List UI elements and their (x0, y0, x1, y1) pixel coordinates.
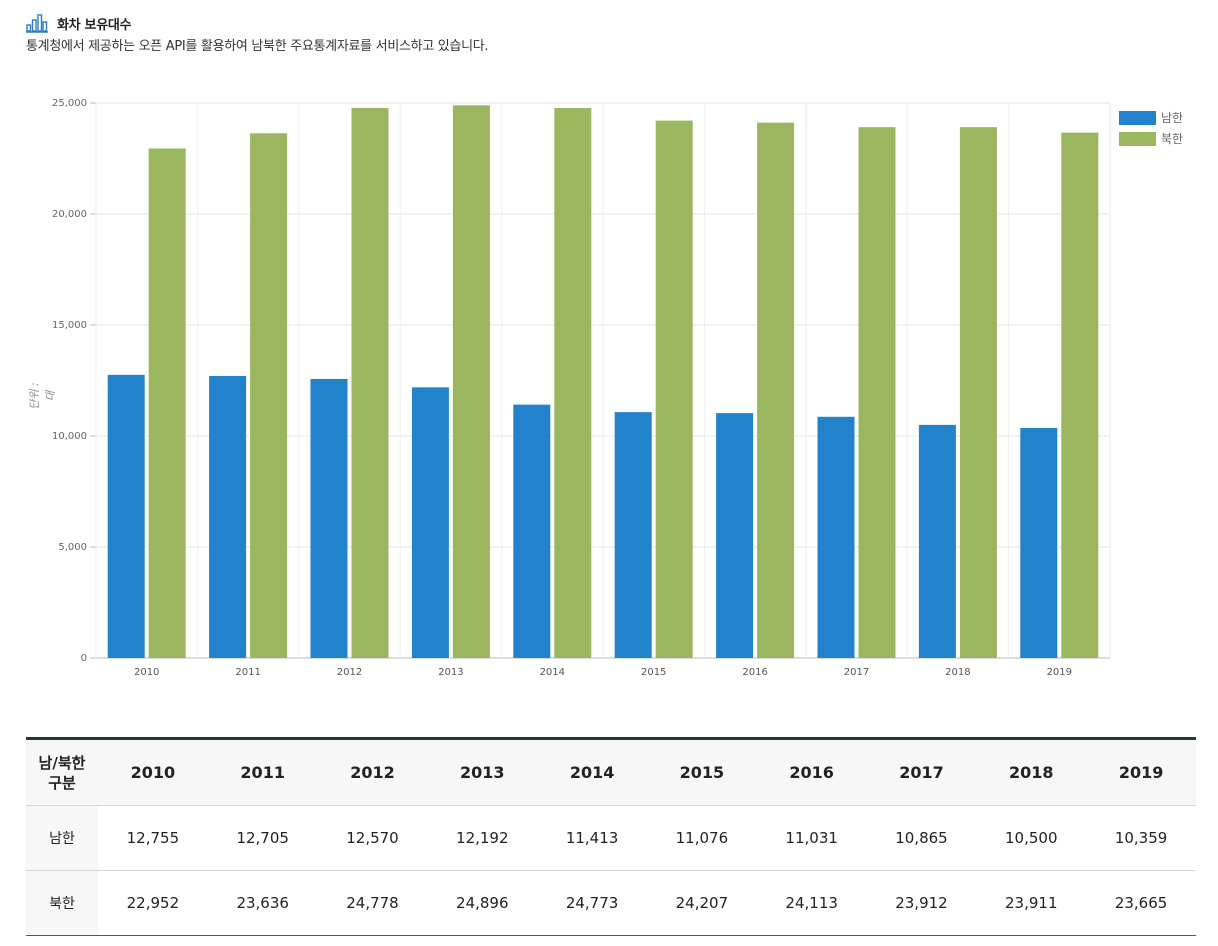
y-tick-label: 10,000 (52, 431, 87, 442)
x-tick-label: 2012 (337, 667, 362, 678)
x-tick-label: 2014 (540, 667, 565, 678)
table-header-year: 2014 (537, 738, 647, 806)
bar-north (1061, 132, 1099, 659)
bar-chart: 0 5,000 10,000 15,000 20,000 25,000 2010 2011 20… (0, 80, 1218, 690)
table-cell: 24,113 (756, 870, 867, 936)
y-tick-label: 25,000 (52, 98, 87, 109)
table-cell: 22,952 (98, 870, 208, 936)
table-cell: 10,500 (976, 805, 1087, 871)
table-cell: 11,076 (646, 805, 757, 871)
table-cell: 24,896 (427, 870, 538, 936)
legend-label: 남한 (1161, 111, 1183, 125)
x-tick-label: 2010 (134, 667, 159, 678)
table-cell: 23,665 (1086, 870, 1196, 936)
bar-south (614, 412, 652, 658)
x-tick-label: 2013 (438, 667, 463, 678)
header-first-line2: 구분 (48, 773, 76, 792)
row-label-south: 남한 (26, 805, 98, 871)
table-cell: 23,636 (207, 870, 318, 936)
y-axis-label: 단위 : 대 (28, 382, 57, 410)
table-header-category: 남/북한 구분 (26, 738, 98, 806)
table-row: 남한 12,755 12,705 12,570 12,192 11,413 11… (26, 805, 1196, 871)
x-tick-label: 2018 (945, 667, 970, 678)
bar-south (107, 374, 145, 658)
title-row: 화차 보유대수 (26, 12, 488, 34)
bar-south (817, 416, 855, 658)
page-subtitle: 통계청에서 제공하는 오픈 API를 활용하여 남북한 주요통계자료를 서비스하… (26, 39, 489, 54)
table-cell: 24,773 (537, 870, 647, 936)
table-cell: 10,865 (866, 805, 977, 871)
table-cell: 23,911 (976, 870, 1087, 936)
table-header-row: 남/북한 구분 2010 2011 2012 2013 2014 2015 20… (26, 738, 1196, 806)
bar-north (757, 122, 795, 658)
y-tick-label: 20,000 (52, 209, 87, 220)
bar-chart-icon (26, 14, 48, 33)
bar-south (411, 387, 449, 658)
table-cell: 12,570 (317, 805, 428, 871)
bar-north (858, 127, 896, 659)
bar-south (1020, 428, 1058, 658)
bar-north (452, 105, 490, 659)
bar-north (655, 120, 693, 658)
bar-south (310, 378, 348, 658)
x-tick-label: 2017 (844, 667, 869, 678)
table-cell: 11,031 (756, 805, 867, 871)
table-header-year: 2016 (756, 738, 867, 806)
x-tick-label: 2016 (742, 667, 767, 678)
row-label-north: 북한 (26, 870, 98, 936)
legend-swatch (1119, 132, 1156, 146)
header-first-line1: 남/북한 (38, 753, 86, 772)
bar-south (716, 413, 754, 658)
x-tick-label: 2015 (641, 667, 666, 678)
legend-label: 북한 (1161, 132, 1183, 146)
y-tick-label: 0 (81, 653, 87, 664)
table-cell: 24,778 (317, 870, 428, 936)
x-tick-label: 2019 (1047, 667, 1072, 678)
table-header-year: 2010 (98, 738, 208, 806)
table-cell: 12,705 (207, 805, 318, 871)
y-tick-label: 15,000 (52, 320, 87, 331)
bar-north (250, 133, 288, 659)
table-header-year: 2012 (317, 738, 428, 806)
table-header-year: 2018 (976, 738, 1087, 806)
bar-south (918, 424, 956, 658)
table-cell: 12,755 (98, 805, 208, 871)
bar-south (209, 375, 247, 658)
legend-swatch (1119, 111, 1156, 125)
page-header: 화차 보유대수 통계청에서 제공하는 오픈 API를 활용하여 남북한 주요통계… (26, 12, 489, 54)
table-cell: 10,359 (1086, 805, 1196, 871)
bar-north (959, 127, 997, 659)
bar-south (513, 404, 551, 658)
chart-canvas: 0 5,000 10,000 15,000 20,000 25,000 2010 2011 20… (52, 98, 1183, 678)
table-row: 북한 22,952 23,636 24,778 24,896 24,773 24… (26, 870, 1196, 936)
table-header-year: 2015 (646, 738, 757, 806)
table-header-year: 2011 (207, 738, 318, 806)
table-header-year: 2017 (866, 738, 977, 806)
bar-north (148, 148, 186, 658)
data-table: 남/북한 구분 2010 2011 2012 2013 2014 2015 20… (26, 737, 1196, 936)
y-tick-label: 5,000 (58, 542, 87, 553)
table-cell: 24,207 (646, 870, 757, 936)
table-cell: 11,413 (537, 805, 647, 871)
bar-north (554, 108, 592, 658)
table-cell: 12,192 (427, 805, 538, 871)
table-header-year: 2013 (427, 738, 538, 806)
x-tick-label: 2011 (235, 667, 260, 678)
page-title: 화차 보유대수 (57, 17, 132, 33)
table-cell: 23,912 (866, 870, 977, 936)
bar-north (351, 107, 389, 658)
table-header-year: 2019 (1086, 738, 1196, 806)
